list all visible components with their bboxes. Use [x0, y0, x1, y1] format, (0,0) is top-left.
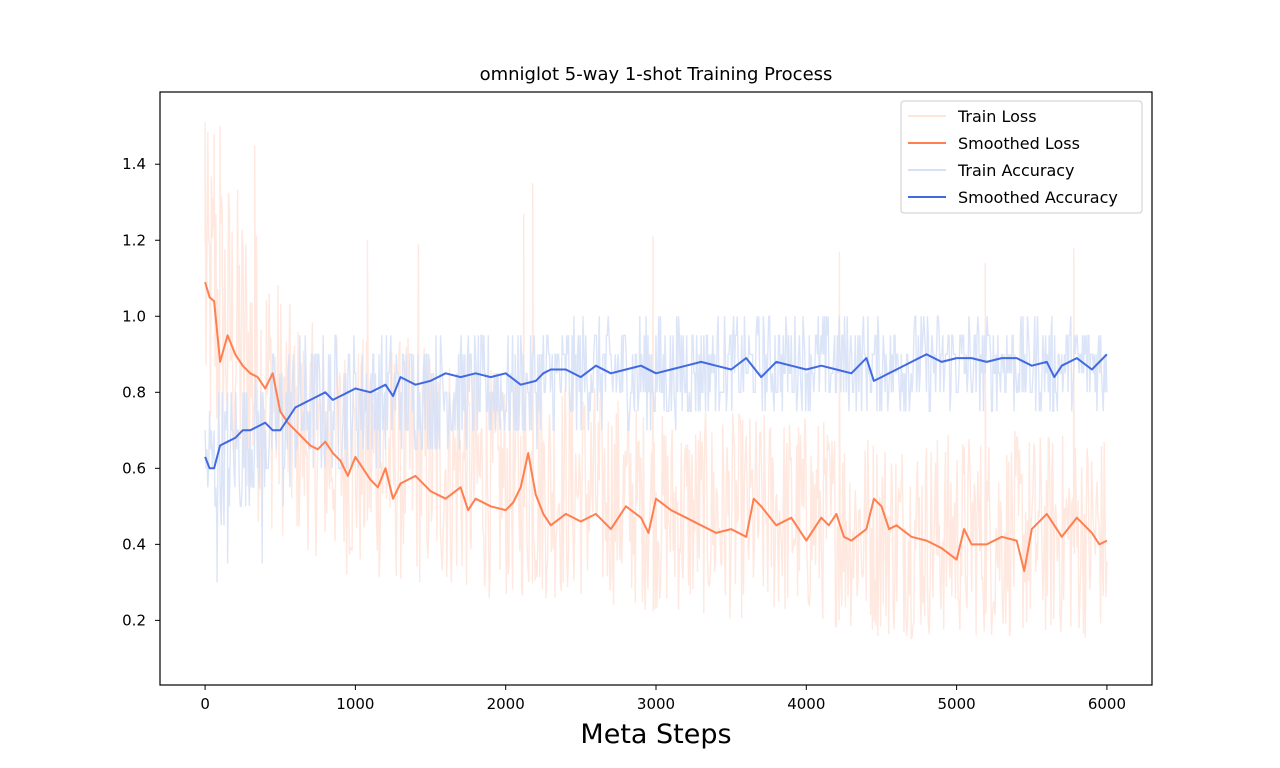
series-train-accuracy — [204, 315, 1108, 583]
plot-area — [204, 122, 1108, 640]
series-smoothed-loss — [204, 281, 1108, 572]
series-smoothed-accuracy — [204, 353, 1108, 470]
chart-title: omniglot 5-way 1-shot Training Process — [480, 64, 833, 85]
legend-label-train-loss: Train Loss — [957, 107, 1037, 126]
y-tick-label: 1.0 — [122, 307, 146, 325]
x-tick-label: 3000 — [637, 695, 675, 713]
legend-box — [900, 100, 1143, 214]
x-tick-label: 0 — [200, 695, 210, 713]
y-tick-label: 0.8 — [122, 383, 146, 401]
x-tick-label: 1000 — [336, 695, 374, 713]
y-tick-label: 0.2 — [122, 611, 146, 629]
y-tick-label: 1.2 — [122, 231, 146, 249]
y-tick-label: 0.4 — [122, 535, 146, 553]
y-tick-label: 0.6 — [122, 459, 146, 477]
y-tick-label: 1.4 — [122, 155, 146, 173]
legend: Train Loss Smoothed Loss Train Accuracy Smo… — [900, 100, 1143, 214]
x-axis-label: Meta Steps — [580, 719, 731, 750]
x-tick-label: 4000 — [787, 695, 825, 713]
y-axis: 0.2 0.4 0.6 0.8 1.0 1.2 1.4 — [122, 155, 160, 629]
x-axis: 0 1000 2000 3000 4000 5000 6000 — [200, 685, 1126, 713]
legend-label-smoothed-loss: Smoothed Loss — [958, 134, 1080, 153]
x-tick-label: 2000 — [487, 695, 525, 713]
x-tick-label: 6000 — [1088, 695, 1126, 713]
x-tick-label: 5000 — [938, 695, 976, 713]
legend-label-train-accuracy: Train Accuracy — [957, 161, 1075, 180]
legend-label-smoothed-accuracy: Smoothed Accuracy — [958, 188, 1118, 207]
